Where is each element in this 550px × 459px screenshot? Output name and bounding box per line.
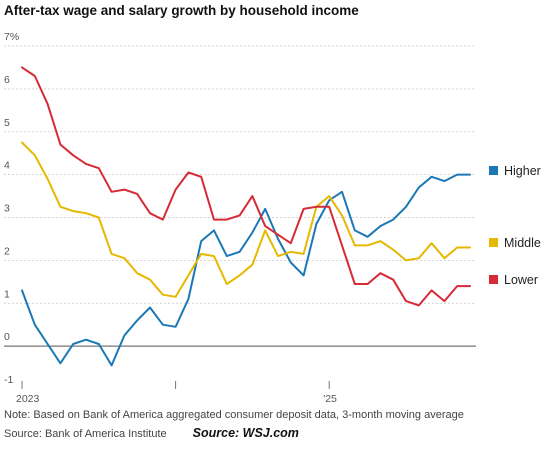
- series-line-lower: [21, 66, 471, 307]
- grid-lines: [4, 45, 476, 347]
- y-tick-label: 5: [4, 117, 10, 129]
- y-tick-label: 7%: [4, 31, 19, 43]
- series-line-higher: [21, 173, 471, 367]
- legend: Higher Middle Lower: [489, 164, 541, 287]
- y-tick-label: -1: [4, 374, 13, 386]
- series-lines: [21, 66, 471, 367]
- legend-swatch-lower: [489, 275, 498, 284]
- source-line: Source: Bank of America Institute Source:…: [4, 426, 299, 440]
- legend-label-lower: Lower: [504, 273, 538, 287]
- y-tick-label: 1: [4, 288, 10, 300]
- chart-title: After-tax wage and salary growth by hous…: [4, 3, 359, 18]
- chart-note: Note: Based on Bank of America aggregate…: [4, 409, 464, 421]
- y-tick-label: 0: [4, 331, 10, 343]
- y-tick-label: 3: [4, 203, 10, 215]
- y-tick-label: 2: [4, 245, 10, 257]
- y-tick-label: 4: [4, 160, 10, 172]
- source-text: Source: Bank of America Institute: [4, 428, 167, 440]
- x-tick-label: 2023: [16, 393, 40, 405]
- legend-swatch-higher: [489, 166, 498, 175]
- x-tick-label: '25: [323, 393, 337, 405]
- legend-label-middle: Middle: [504, 236, 541, 250]
- y-tick-label: 6: [4, 74, 10, 86]
- x-axis-ticks: 2023 '25: [16, 381, 337, 405]
- legend-swatch-middle: [489, 238, 498, 247]
- legend-label-higher: Higher: [504, 164, 541, 178]
- y-axis-ticks: 7% 6 5 4 3 2 1 0 -1: [4, 31, 19, 386]
- series-line-middle: [21, 141, 471, 298]
- credit-text: Source: WSJ.com: [192, 426, 299, 440]
